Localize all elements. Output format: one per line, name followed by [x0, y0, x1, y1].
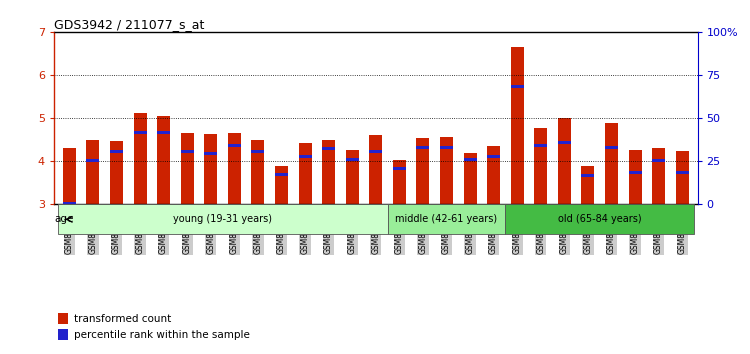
Text: transformed count: transformed count [74, 314, 171, 324]
Text: young (19-31 years): young (19-31 years) [173, 214, 272, 224]
Bar [558, 141, 571, 144]
Bar [581, 166, 595, 204]
Bar [676, 151, 688, 204]
Bar [440, 146, 453, 149]
Bar [605, 146, 618, 149]
Bar [346, 150, 358, 204]
Bar [158, 115, 170, 204]
Text: old (65-84 years): old (65-84 years) [558, 214, 641, 224]
Bar [464, 153, 476, 204]
Text: age: age [55, 214, 74, 224]
Bar [86, 159, 99, 162]
Bar [275, 173, 288, 176]
Bar [158, 131, 170, 134]
Bar [511, 47, 524, 204]
Bar [652, 148, 665, 204]
Bar [134, 113, 146, 204]
Bar [488, 155, 500, 158]
Bar [63, 202, 76, 205]
Bar [558, 118, 571, 204]
Bar [110, 141, 123, 204]
Bar [488, 145, 500, 204]
Bar [322, 139, 335, 204]
Bar [369, 135, 382, 204]
Bar [86, 141, 99, 204]
Bar [110, 150, 123, 153]
Bar [204, 152, 218, 155]
Bar [416, 146, 429, 149]
Bar [416, 138, 429, 204]
Bar [322, 147, 335, 150]
Bar [440, 137, 453, 204]
Bar [369, 150, 382, 153]
Text: middle (42-61 years): middle (42-61 years) [395, 214, 497, 224]
Bar [534, 144, 548, 147]
Bar [251, 141, 264, 204]
Bar [506, 204, 694, 234]
Bar [181, 150, 194, 153]
Bar [275, 166, 288, 204]
Bar [134, 131, 146, 134]
Bar [63, 148, 76, 204]
Bar [628, 150, 641, 204]
Bar [388, 204, 506, 234]
Bar [393, 167, 406, 170]
Bar [58, 204, 388, 234]
Bar [298, 155, 311, 158]
Text: percentile rank within the sample: percentile rank within the sample [74, 330, 249, 339]
Bar [464, 158, 476, 161]
Text: GDS3942 / 211077_s_at: GDS3942 / 211077_s_at [54, 18, 204, 31]
Bar [298, 143, 311, 204]
Bar [251, 150, 264, 153]
Bar [181, 133, 194, 204]
Bar [628, 171, 641, 174]
Bar [393, 160, 406, 204]
Bar [228, 144, 241, 147]
Bar [534, 127, 548, 204]
Bar [676, 171, 688, 174]
Bar [605, 123, 618, 204]
Bar [581, 174, 595, 177]
Bar [346, 158, 358, 161]
Bar [204, 134, 218, 204]
Bar [652, 159, 665, 162]
Bar [511, 85, 524, 88]
Bar [228, 133, 241, 204]
